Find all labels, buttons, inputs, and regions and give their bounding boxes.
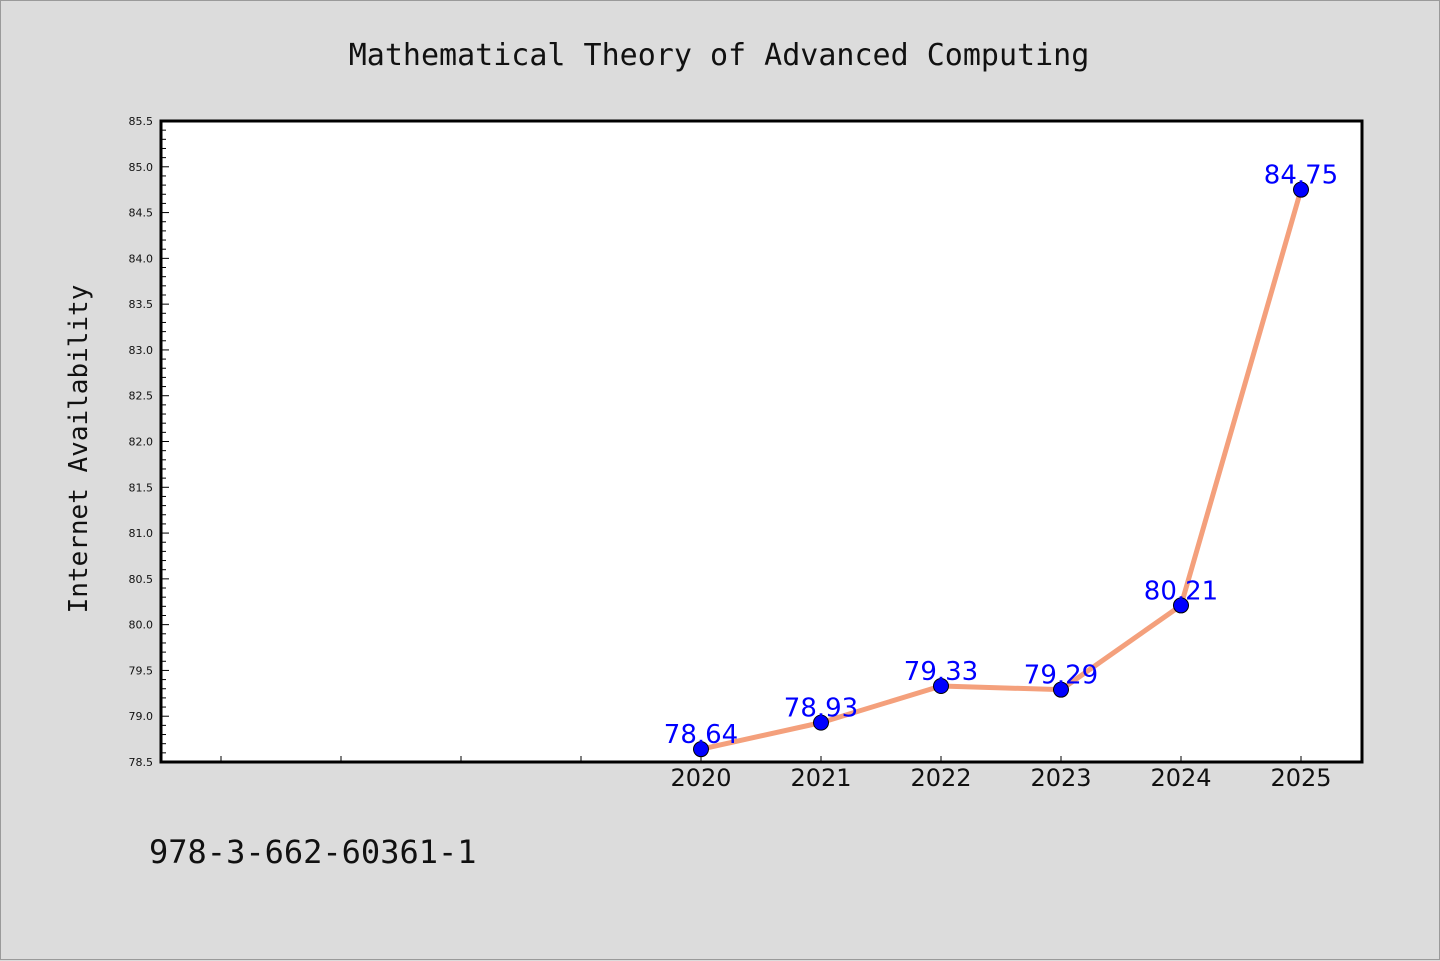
y-tick-label: 81.5 [129, 481, 154, 494]
data-point [1293, 181, 1309, 198]
x-tick-label: 2025 [1270, 764, 1331, 792]
y-tick-label: 81.0 [129, 527, 154, 540]
data-point [933, 677, 949, 694]
isbn-code: 978-3-662-60361-1 [149, 833, 477, 871]
x-tick-label: 2024 [1150, 764, 1211, 792]
data-point [693, 741, 709, 758]
series-layer: 78.64 78.93 79.33 79.29 80.21 84.75 [664, 161, 1338, 758]
series-line [700, 188, 1304, 752]
y-tick-label: 82.0 [129, 436, 154, 449]
y-tick-label: 82.5 [129, 390, 154, 403]
data-label: 78.93 [784, 694, 858, 724]
y-tick-label: 79.0 [129, 710, 154, 723]
y-tick-label: 85.5 [129, 115, 154, 128]
y-tick-label: 78.5 [129, 756, 154, 769]
x-tick-label: 2023 [1030, 764, 1091, 792]
chart-title: Mathematical Theory of Advanced Computin… [349, 38, 1090, 73]
x-tick-label: 2022 [910, 764, 971, 792]
plot-area [159, 119, 1364, 764]
y-tick-label: 84.5 [129, 207, 154, 220]
y-tick-label: 80.0 [129, 619, 154, 632]
y-tick-label: 85.0 [129, 161, 154, 174]
x-tick-label: 2021 [790, 764, 851, 792]
y-tick-label: 83.5 [129, 298, 154, 311]
data-point [813, 714, 829, 731]
y-tick-label: 83.0 [129, 344, 154, 357]
data-label: 78.64 [664, 720, 738, 750]
data-label: 84.75 [1264, 161, 1338, 191]
data-label: 79.29 [1024, 661, 1098, 691]
y-tick-label: 80.5 [129, 573, 154, 586]
y-tick-label: 79.5 [129, 664, 154, 677]
x-tick-label: 2020 [670, 764, 731, 792]
data-point [1053, 681, 1069, 698]
data-point [1173, 597, 1189, 614]
y-tick-label: 84.0 [129, 252, 154, 265]
data-label: 79.33 [904, 657, 978, 687]
data-label: 80.21 [1144, 576, 1218, 606]
x-axis-ticks: 2020 2021 2022 2023 2024 2025 [220, 756, 1332, 792]
y-axis-label: Internet Availability [64, 285, 94, 614]
y-axis-ticks: 78.5 79.0 79.5 80.0 80.5 81.0 81.5 82.0 82.5 83.0… [129, 115, 169, 769]
